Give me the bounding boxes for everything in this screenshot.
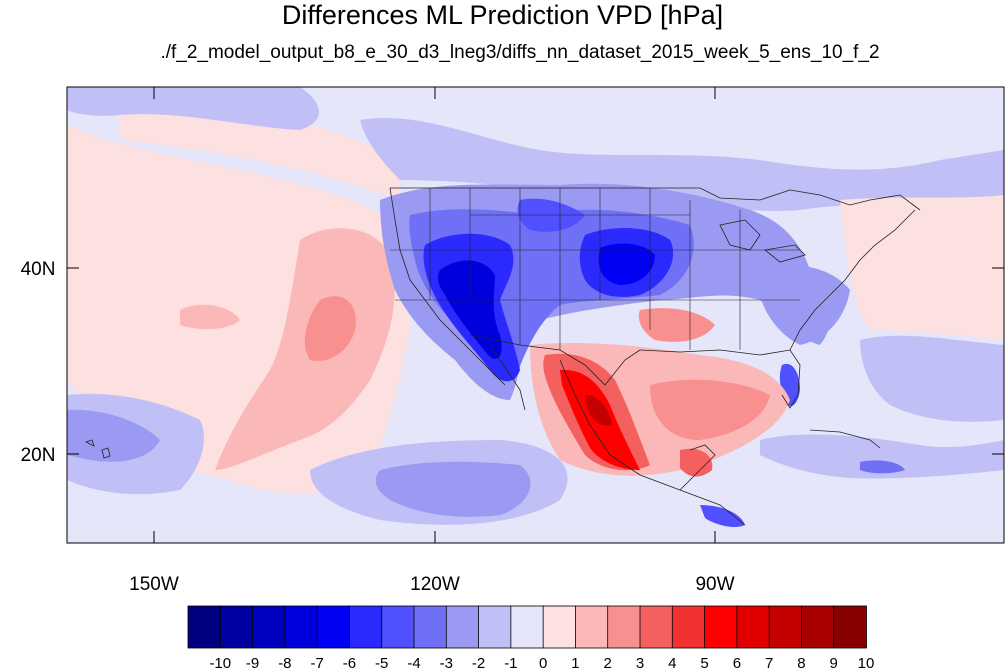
map-field bbox=[67, 87, 1004, 543]
colorbar-label: -10 bbox=[209, 655, 231, 672]
yucatan-line bbox=[679, 444, 716, 491]
colorbar: -10 -9 -8 -7 -6 -5 -4 -3 -2 -1 0 1 2 3 4 5 6 7 8 9 10 bbox=[187, 605, 875, 672]
colorbar-label: 6 bbox=[733, 655, 741, 672]
colorbar-box bbox=[413, 605, 448, 649]
colorbar-box bbox=[445, 605, 480, 649]
colorbar-box bbox=[219, 605, 254, 649]
lon-label-90w: 90W bbox=[695, 574, 734, 595]
colorbar-box bbox=[510, 605, 545, 649]
lon-label-150w: 150W bbox=[129, 574, 179, 595]
colorbar-box bbox=[349, 605, 383, 649]
hawaii-islands bbox=[84, 439, 111, 459]
north-pacific-negative bbox=[67, 87, 319, 130]
atlantic-positive bbox=[840, 195, 1004, 340]
east-coast-line bbox=[789, 209, 916, 351]
colorbar-label: 7 bbox=[765, 655, 773, 672]
colorbar-label: 8 bbox=[797, 655, 805, 672]
chart-subtitle: ./f_2_model_output_b8_e_30_d3_lneg3/diff… bbox=[160, 42, 880, 63]
tick-marks bbox=[67, 87, 1004, 543]
colorbar-label: -7 bbox=[310, 655, 323, 672]
colorbar-label: -8 bbox=[278, 655, 291, 672]
map-frame bbox=[66, 86, 1005, 544]
south-pacific-negative-core bbox=[375, 461, 531, 517]
colorbar-label: -6 bbox=[343, 655, 356, 672]
colorbar-label: 4 bbox=[668, 655, 676, 672]
central-plains-core bbox=[598, 243, 655, 285]
colorbar-box bbox=[478, 605, 512, 649]
colorbar-label: -5 bbox=[375, 655, 388, 672]
state-lines bbox=[390, 188, 800, 350]
atlantic-negative bbox=[860, 335, 1004, 422]
gulf-positive-core bbox=[650, 379, 770, 440]
colorbar-box bbox=[187, 605, 222, 649]
mexico-coast-line bbox=[559, 359, 746, 526]
central-america-negative bbox=[700, 505, 745, 528]
canada-negative bbox=[360, 117, 1004, 212]
colorbar-box bbox=[704, 605, 738, 649]
colorbar-label: 1 bbox=[571, 655, 579, 672]
mexico-inner bbox=[585, 395, 612, 426]
colorbar-label: 9 bbox=[830, 655, 838, 672]
colorbar-box bbox=[768, 605, 803, 649]
colorbar-box bbox=[381, 605, 415, 649]
caribbean-negative bbox=[760, 434, 1004, 479]
us-canada-border bbox=[390, 187, 921, 211]
colorbar-box bbox=[833, 605, 867, 649]
yucatan-positive bbox=[680, 448, 713, 477]
colorbar-box bbox=[252, 605, 286, 649]
chart-title: Differences ML Prediction VPD [hPa] bbox=[281, 0, 724, 30]
colorbar-label: -9 bbox=[246, 655, 259, 672]
lat-label-20n: 20N bbox=[21, 445, 56, 466]
colorbar-box bbox=[542, 605, 577, 649]
colorbar-label: 5 bbox=[700, 655, 708, 672]
colorbar-label: -4 bbox=[407, 655, 420, 672]
colorbar-label: -2 bbox=[472, 655, 485, 672]
colorbar-label: 2 bbox=[604, 655, 612, 672]
colorbar-label: -1 bbox=[504, 655, 517, 672]
colorbar-box bbox=[671, 605, 706, 649]
colorbar-box bbox=[284, 605, 319, 649]
colorbar-box bbox=[736, 605, 771, 649]
colorbar-label: 0 bbox=[539, 655, 547, 672]
colorbar-label: 3 bbox=[636, 655, 644, 672]
colorbar-box bbox=[607, 605, 641, 649]
lon-label-120w: 120W bbox=[410, 574, 460, 595]
caribbean-strong-negative bbox=[860, 460, 905, 474]
pacific-positive-west bbox=[180, 304, 240, 330]
great-lakes bbox=[719, 219, 806, 263]
pacific-positive-core bbox=[215, 228, 395, 470]
colorbar-label: 10 bbox=[858, 655, 875, 672]
lat-label-40n: 40N bbox=[21, 259, 56, 280]
boundary-lines bbox=[84, 187, 921, 526]
colorbar-box bbox=[639, 605, 674, 649]
us-west-core bbox=[437, 260, 502, 359]
colorbar-label: -3 bbox=[440, 655, 453, 672]
pacific-positive-inner bbox=[304, 296, 356, 361]
west-coast-line bbox=[389, 187, 506, 386]
colorbar-box bbox=[316, 605, 351, 649]
colorbar-box bbox=[801, 605, 835, 649]
south-central-positive bbox=[638, 308, 715, 342]
cuba-line bbox=[809, 429, 881, 449]
colorbar-box bbox=[575, 605, 609, 649]
pacific-positive-north bbox=[120, 95, 400, 200]
hawaii-negative-core bbox=[67, 409, 160, 462]
baja-line bbox=[489, 344, 526, 411]
east-coast-negative bbox=[760, 265, 850, 345]
